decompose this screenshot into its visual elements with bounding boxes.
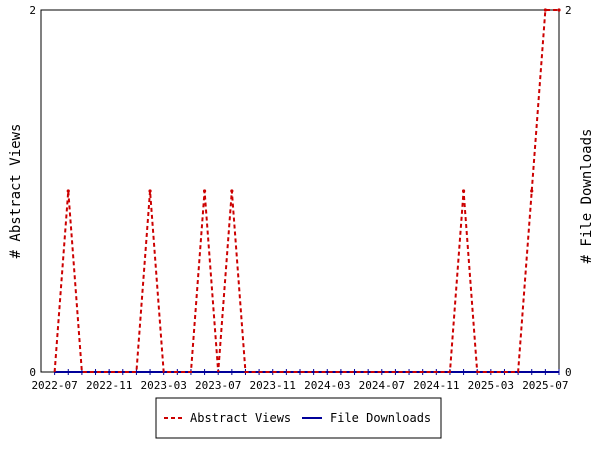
x-tick-label: 2024-03	[304, 379, 350, 392]
x-tick-labels: 2022-07 2022-11 2023-03 2023-07 2023-11 2024-…	[31, 379, 568, 392]
data-point	[230, 189, 234, 193]
y-right-tick-bottom: 0	[565, 366, 572, 379]
data-point	[530, 189, 534, 193]
legend-label-abstract-views: Abstract Views	[190, 411, 291, 425]
data-point	[557, 8, 561, 12]
x-tick-label: 2023-11	[250, 379, 296, 392]
x-tick-label: 2024-07	[359, 379, 405, 392]
data-point	[202, 189, 207, 193]
y-right-axis-title: # File Downloads	[579, 129, 595, 264]
x-tick-label: 2025-03	[468, 379, 514, 392]
y-left-tick-top: 2	[29, 4, 36, 17]
y-left-axis-title: # Abstract Views	[8, 124, 24, 259]
legend: Abstract Views File Downloads	[155, 397, 442, 439]
y-left-tick-bottom: 0	[29, 366, 36, 379]
x-tick-label: 2024-11	[413, 379, 459, 392]
data-point	[148, 189, 152, 193]
legend-box	[155, 397, 442, 439]
legend-label-file-downloads: File Downloads	[330, 411, 431, 425]
data-point	[543, 8, 547, 12]
x-tick-label: 2023-03	[141, 379, 187, 392]
x-tick-label: 2023-07	[195, 379, 241, 392]
x-tick-label: 2022-11	[86, 379, 132, 392]
series-layer	[53, 8, 561, 373]
x-tick-label: 2022-07	[31, 379, 77, 392]
plot-area	[40, 9, 560, 373]
data-point	[461, 189, 466, 193]
data-point	[66, 189, 70, 193]
y-right-tick-top: 2	[565, 4, 572, 17]
x-tick-label: 2025-07	[522, 379, 568, 392]
